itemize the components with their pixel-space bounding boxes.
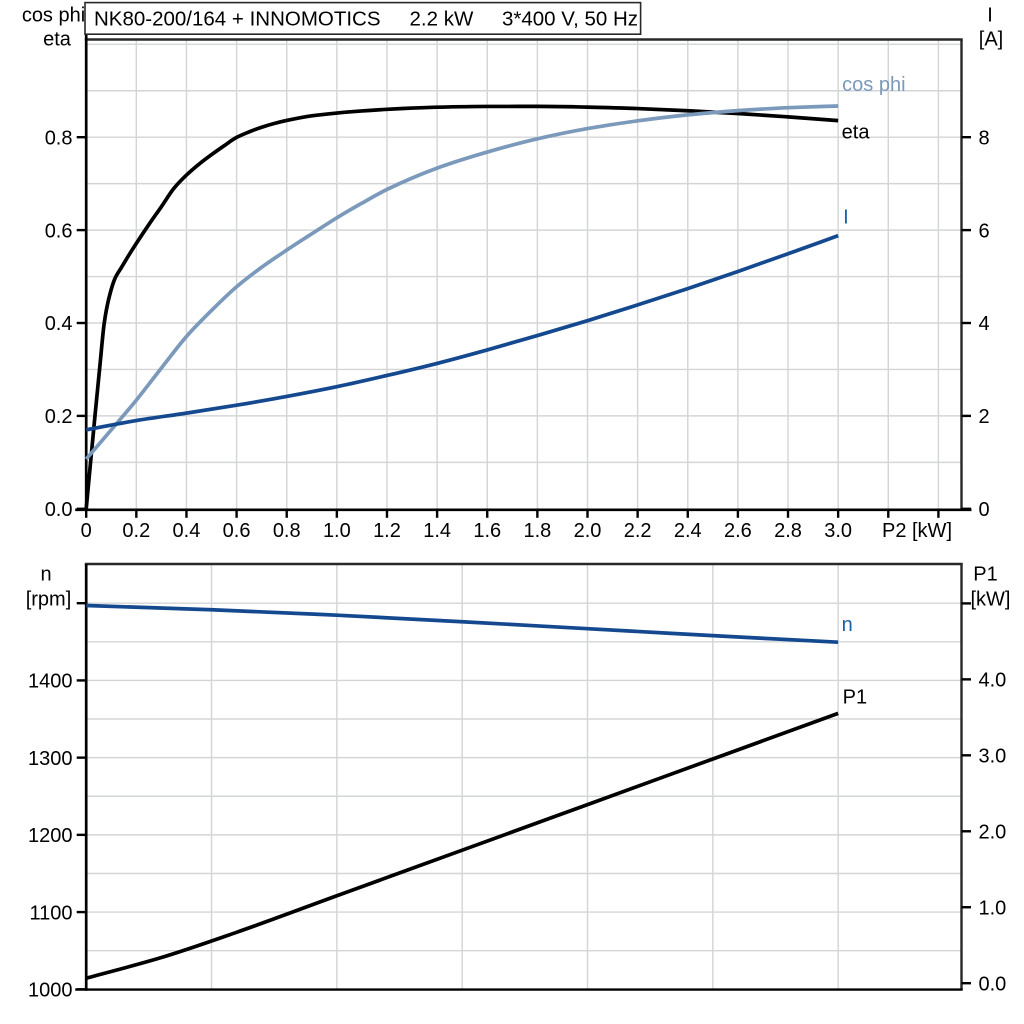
x-tick-label: 2.6 [724,520,752,542]
eta-curve-label: eta [842,121,871,143]
x-tick-label: 0.4 [173,520,201,542]
top-left-axis-title-cos-phi: cos phi [22,5,85,27]
I-curve [85,233,839,432]
left-tick-label: 0.0 [45,499,73,521]
left-tick-label: 1100 [29,902,72,924]
bottom-right-axis-title-p1: P1 [973,564,997,586]
right-tick-label: 1.0 [979,897,1007,919]
x-tick-label: 2.0 [574,520,602,542]
left-tick-label: 0.8 [45,127,73,149]
curves: n P1 [85,603,867,981]
ticks-and-labels: 0.0 0.2 0.4 0.6 0.8 0 2 4 6 8 0 0.2 0.4 0.6 0.8 1.0 1.2 1… [45,127,990,542]
bottom-grid [86,564,962,990]
ticks-and-labels: 1000 1100 1200 1300 1400 0.0 1.0 2.0 3.0 4.0 [28,602,1007,1002]
top-chart: 0.0 0.2 0.4 0.6 0.8 0 2 4 6 8 0 0.2 0.4 0.6 0.8 1.0 1.2 1… [45,2,990,542]
curves: eta cos phi I [84,74,906,509]
top-right-axis-title-i: I [987,5,993,27]
n-curve [86,603,839,645]
x-tick-label: 1.4 [423,520,451,542]
left-tick-label: 1400 [28,671,73,693]
x-tick-label: 0 [81,520,92,542]
x-axis-title-p2: P2 [kW] [882,520,952,542]
title-pump-model: NK80-200/164 + INNOMOTICS [94,8,381,31]
x-tick-label: 2.4 [674,520,702,542]
left-tick-label: 0.2 [45,406,73,428]
bottom-left-axis-title-rpm-unit: [rpm] [26,589,72,611]
bottom-left-axis-title-n: n [40,564,51,586]
right-tick-label: 4.0 [979,670,1007,692]
left-tick-label: 0.4 [45,313,73,335]
frame [75,562,963,991]
title-rated-power: 2.2 kW [410,8,474,31]
top-left-axis-title-eta: eta [43,29,72,51]
I-curve-label: I [843,206,849,228]
top-right-axis-title-amps-unit: [A] [979,29,1003,51]
P1-curve-label: P1 [843,687,867,709]
left-tick-label: 0.6 [45,220,73,242]
right-tick-label: 6 [979,220,990,242]
top-grid [86,39,962,510]
frame [75,2,972,512]
x-tick-label: 0.2 [122,520,150,542]
x-tick-label: 0.8 [273,520,301,542]
right-tick-label: 3.0 [979,746,1007,768]
left-tick-label: 1300 [28,748,73,770]
x-tick-label: 2.2 [624,520,652,542]
left-tick-label: 1000 [28,980,73,1002]
bottom-chart: 1000 1100 1200 1300 1400 0.0 1.0 2.0 3.0 4.0 n P1 [28,562,1007,1002]
n-curve-label: n [842,614,853,636]
title-box-border [84,1,642,36]
x-tick-label: 2.8 [774,520,802,542]
x-tick-label: 0.6 [223,520,251,542]
P1-curve [85,711,839,981]
x-tick-label: 1.2 [373,520,401,542]
right-tick-label: 0.0 [979,973,1007,995]
bottom-right-axis-title-kw-unit: [kW] [971,589,1011,611]
title-voltage-frequency: 3*400 V, 50 Hz [502,8,638,31]
x-tick-label: 3.0 [824,520,852,542]
cos_phi-curve-label: cos phi [842,74,905,96]
right-tick-label: 0 [979,499,990,521]
left-tick-label: 1200 [28,825,73,847]
right-tick-label: 2 [979,406,990,428]
title-box: NK80-200/164 + INNOMOTICS 2.2 kW 3*400 V… [84,1,642,36]
cos_phi-curve [84,104,839,461]
x-tick-label: 1.8 [523,520,551,542]
x-tick-label: 1.0 [323,520,351,542]
eta-curve [84,104,839,509]
right-tick-label: 2.0 [979,821,1007,843]
right-tick-label: 8 [979,127,990,149]
x-tick-label: 1.6 [473,520,501,542]
right-tick-label: 4 [979,313,990,335]
